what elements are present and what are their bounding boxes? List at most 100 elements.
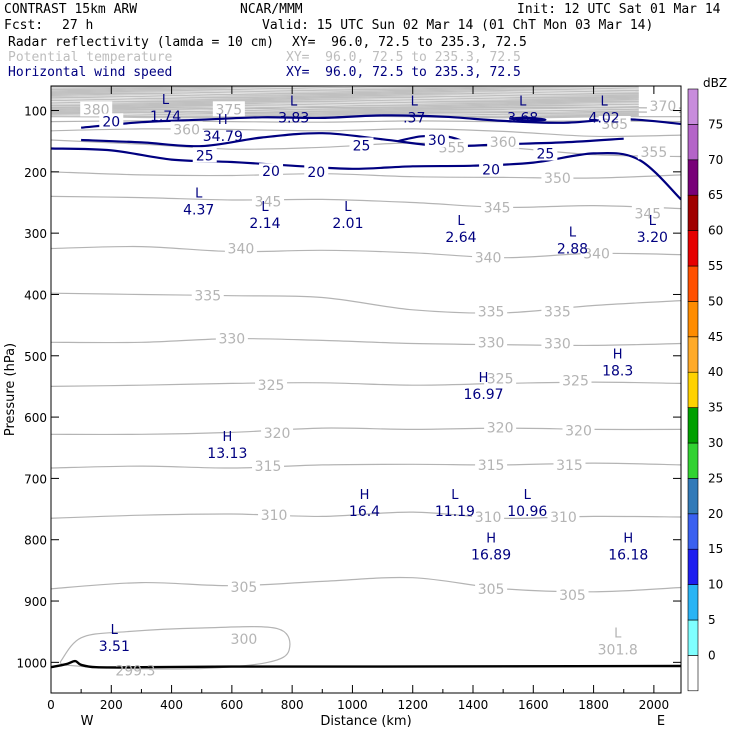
colorbar-swatch [687, 478, 699, 515]
extremum-marker-H: H [218, 113, 228, 128]
extremum-marker-L: L [162, 93, 170, 108]
extremum-value: 4.02 [589, 110, 620, 126]
theta-contour-350 [51, 171, 681, 179]
theta-contour-upper-band [51, 107, 639, 111]
wind-label-bg [259, 163, 284, 179]
x-tick-label: 1600 [518, 698, 549, 712]
y-tick-label: 1000 [16, 656, 47, 670]
x-tick-label: 1000 [337, 698, 368, 712]
theta-label-bg [170, 121, 203, 137]
theta-contour-label: 340 [228, 241, 255, 257]
extremum-value: 3.68 [507, 110, 538, 126]
theta-label-bg [475, 303, 508, 319]
theta-label-bg [559, 372, 592, 388]
extremum-value: 301.8 [598, 643, 638, 659]
y-axis-label: Pressure (hPa) [3, 343, 18, 436]
theta-label-bg [547, 509, 580, 525]
wind-contour-label: 25 [353, 138, 371, 154]
y-tick-label: 500 [24, 350, 47, 364]
theta-contour-label: 305 [559, 588, 586, 604]
theta-contour-label: 360 [490, 135, 517, 151]
x-tick-label: 200 [100, 698, 123, 712]
colorbar-swatch [687, 442, 699, 479]
plot-frame [50, 85, 682, 694]
theta-label-bg [541, 335, 574, 351]
theta-contour-label: 315 [478, 458, 505, 474]
colorbar-level-label: 60 [708, 224, 723, 238]
extremum-value: 2.01 [332, 216, 363, 232]
theta-contour-upper-band [51, 99, 639, 103]
theta-contour-upper-band [51, 112, 639, 116]
theta-contour-upper-band [51, 103, 639, 107]
extremum-value: 2.14 [249, 216, 280, 232]
theta-label-bg [556, 586, 589, 602]
theta-label-bg [475, 456, 508, 472]
wind-contour-label: 25 [196, 148, 214, 164]
theta-contour-upper-band [51, 88, 639, 92]
theta-contour-label: 335 [478, 305, 505, 321]
y-tick-label: 100 [24, 105, 47, 119]
theta-contour-label: 345 [634, 207, 661, 223]
x-tick-label: 0 [47, 698, 55, 712]
colorbar-unit: dBZ [703, 76, 727, 90]
theta-contour-label: 320 [565, 424, 592, 440]
extremum-value: 16.89 [471, 548, 511, 564]
x-tick-label: 1800 [578, 698, 609, 712]
theta-contour-label: 310 [261, 508, 288, 524]
wind-contour-label: 20 [262, 164, 280, 180]
colorbar-level-label: 65 [708, 188, 723, 202]
theta-label-bg [215, 330, 248, 346]
theta-label-bg [475, 580, 508, 596]
wind-contour-label: 25 [536, 146, 554, 162]
theta-contour-upper-band [51, 86, 639, 88]
extremum-marker-H: H [623, 532, 633, 547]
extremum-value: 3.20 [637, 230, 668, 246]
theta-label-bg [637, 144, 670, 160]
theta-contour-upper-band [51, 91, 639, 95]
theta-contour-upper-band [51, 102, 639, 105]
chart-title: CONTRAST 15km ARW [4, 2, 138, 17]
wind-contour-label: 20 [482, 162, 500, 178]
extremum-marker-L: L [614, 627, 622, 642]
y-tick-label: 400 [24, 288, 47, 302]
extremum-marker-H: H [613, 348, 623, 363]
theta-contour-label: 330 [478, 335, 505, 351]
wind-label-bg [424, 131, 449, 147]
theta-contour-label: 375 [215, 102, 242, 118]
valid-time: Valid: 15 UTC Sun 02 Mar 14 (01 ChT Mon … [262, 18, 654, 33]
theta-contour-label: 300 [231, 632, 258, 648]
extremum-marker-L: L [344, 200, 352, 215]
x-tick-label: 600 [220, 698, 243, 712]
colorbar-swatch [687, 124, 699, 161]
init-time: Init: 12 UTC Sat 01 Mar 14 [517, 2, 721, 17]
theta-label-bg [252, 458, 285, 474]
colorbar-swatch [687, 301, 699, 338]
colorbar-swatch [687, 159, 699, 196]
colorbar-swatch [687, 371, 699, 408]
theta-contour-label: 315 [255, 459, 282, 475]
wind-label-bg [99, 113, 124, 129]
x-end-label-west: W [81, 714, 94, 729]
theta-contour-upper-band [51, 93, 639, 97]
theta-label-bg [258, 507, 291, 523]
theta-contour-upper-band [51, 95, 639, 99]
x-tick-label: 1200 [397, 698, 428, 712]
colorbar-swatch [687, 584, 699, 621]
y-tick-label: 700 [24, 472, 47, 486]
y-tick-label: 200 [24, 166, 47, 180]
colorbar-swatch [687, 88, 699, 125]
theta-label-bg [598, 116, 631, 132]
extremum-marker-L: L [195, 186, 203, 201]
extremum-value: 299.3 [115, 664, 155, 680]
wind-contour-label: 20 [102, 115, 120, 131]
field-name-wind: Horizontal wind speed [8, 65, 173, 80]
theta-contour-upper-band [51, 100, 639, 104]
theta-contour-label: 335 [544, 305, 571, 321]
colorbar-level-label: 45 [708, 330, 723, 344]
extremum-marker-H: H [479, 371, 489, 386]
extremum-value: 3.51 [99, 639, 130, 655]
colorbar-swatch [687, 655, 699, 692]
theta-contour-label: 345 [255, 194, 282, 210]
extremum-value: 18.3 [602, 364, 633, 380]
